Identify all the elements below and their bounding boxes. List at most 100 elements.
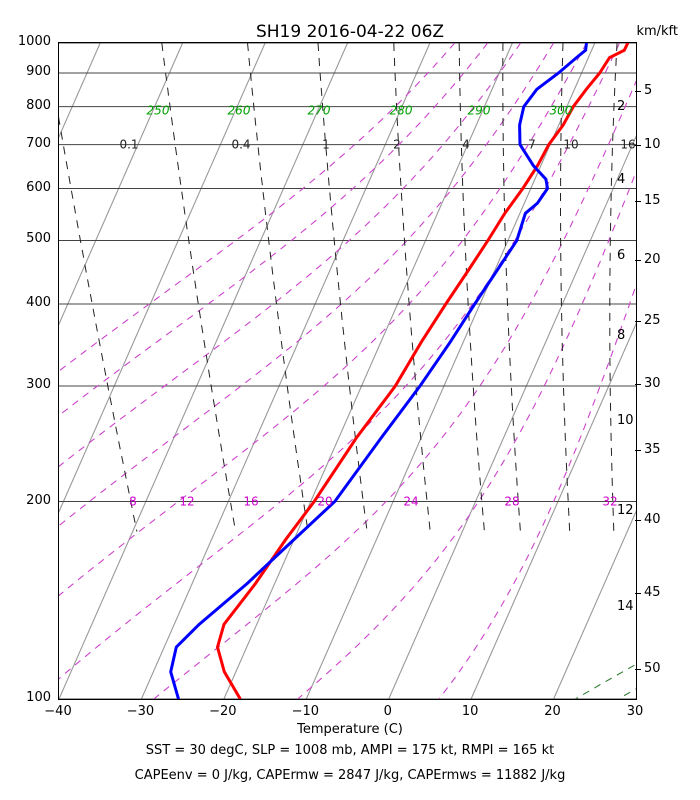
mixing-ratio-line	[502, 43, 521, 532]
mixing-ratio-line	[161, 43, 237, 532]
altitude-kft-tick-label: 30	[644, 376, 661, 392]
isotherm-line	[470, 322, 636, 699]
altitude-kft-tick-label: 35	[644, 442, 661, 458]
moist-adiabat-line	[59, 43, 456, 372]
altitude-kft-tick-label: 10	[644, 136, 661, 152]
theta-label: 250	[147, 104, 170, 118]
shear-label: 8	[129, 495, 137, 509]
isotherm-line	[305, 43, 596, 699]
moist-adiabat-line	[59, 43, 587, 597]
altitude-kft-tick-label: 5	[644, 82, 653, 98]
isotherm-line	[223, 43, 513, 699]
pressure-tick-label: 900	[26, 64, 51, 80]
theta-label: 270	[308, 104, 331, 118]
temperature-tick-label: 10	[461, 704, 479, 719]
pressure-tick-label: 400	[26, 295, 51, 311]
right-axis-unit-label: km/kft	[636, 24, 678, 39]
shear-label: 32	[602, 495, 617, 509]
moist-adiabat-line	[59, 43, 555, 527]
shear-label: 16	[243, 495, 258, 509]
temperature-tick-label: −40	[44, 704, 72, 719]
altitude-km-tick-label: 12	[617, 502, 634, 518]
mixing-ratio-label: 0.1	[119, 138, 138, 152]
temperature-tick-label: 20	[544, 704, 561, 719]
x-axis-label: Temperature (C)	[297, 722, 403, 737]
pressure-tick-label: 500	[26, 231, 51, 247]
moist-adiabat-line	[438, 283, 636, 699]
isotherm-line	[59, 43, 101, 139]
shear-label: 20	[317, 495, 332, 509]
theta-label: 260	[228, 104, 251, 118]
pressure-tick-label: 800	[26, 97, 51, 113]
footer-line-2: CAPEenv = 0 J/kg, CAPErmw = 2847 J/kg, C…	[134, 768, 566, 783]
mixing-ratio-line	[393, 43, 431, 532]
dewpoint-profile-line	[169, 43, 588, 699]
footer-line-1: SST = 30 degC, SLP = 1008 mb, AMPI = 175…	[145, 743, 555, 758]
altitude-kft-tick-label: 45	[644, 584, 661, 600]
temperature-tick-label: 30	[626, 704, 644, 719]
altitude-tick-mark	[635, 320, 641, 322]
altitude-tick-mark	[635, 669, 641, 671]
shear-label: 24	[403, 495, 418, 509]
pressure-tick-label: 1000	[17, 34, 51, 49]
mixing-ratio-line	[458, 43, 485, 532]
moist-adiabat-line	[59, 43, 522, 468]
altitude-kft-tick-label: 20	[644, 251, 661, 267]
altitude-kft-tick-label: 40	[644, 511, 661, 527]
altitude-kft-tick-label: 15	[644, 193, 661, 209]
altitude-kft-tick-label: 50	[644, 661, 661, 677]
pressure-tick-label: 300	[26, 377, 51, 392]
temperature-tick-label: −20	[209, 704, 237, 719]
isotherm-line	[59, 43, 349, 699]
theta-label: 280	[390, 104, 413, 118]
mixing-ratio-label: 7	[528, 138, 536, 152]
altitude-tick-mark	[635, 592, 641, 594]
temperature-profile-line	[215, 43, 630, 699]
mixing-ratio-label: 0.4	[231, 138, 250, 152]
altitude-tick-mark	[635, 201, 641, 203]
moist-adiabat-line	[153, 80, 636, 699]
altitude-tick-mark	[635, 519, 641, 521]
mixing-ratio-line	[247, 43, 309, 532]
altitude-tick-mark	[635, 90, 641, 92]
altitude-km-tick-label: 14	[617, 598, 634, 614]
mixing-ratio-label: 2	[393, 138, 401, 152]
temperature-tick-label: −30	[126, 704, 155, 719]
isotherm-line	[59, 43, 266, 514]
theta-label: 290	[468, 104, 491, 118]
shear-label: 12	[179, 495, 194, 509]
mixing-ratio-label: 4	[462, 138, 470, 152]
mixing-ratio-label: 1	[322, 138, 330, 152]
isotherm-line	[553, 510, 636, 699]
mixing-ratio-line	[609, 43, 618, 532]
altitude-tick-mark	[635, 450, 641, 452]
isotherm-line	[388, 135, 636, 699]
altitude-km-tick-label: 10	[617, 413, 634, 429]
pressure-tick-label: 600	[26, 179, 51, 195]
isotherm-line	[59, 43, 184, 326]
mixing-ratio-line	[59, 116, 138, 532]
mixing-ratio-label: 16	[620, 138, 635, 152]
temperature-tick-label: −10	[291, 704, 319, 719]
skewt-plot-area: 0.1 0.4 1 2 4 7 10 16 250 260 270 280 290 300 8 12 16 20 2…	[58, 42, 637, 700]
temperature-tick-label: 0	[383, 704, 392, 719]
altitude-km-tick-label: 4	[617, 171, 626, 187]
mixing-ratio-label: 10	[563, 138, 578, 152]
altitude-tick-mark	[635, 259, 641, 261]
altitude-kft-tick-label: 25	[644, 312, 661, 328]
moist-adiabat-line	[59, 43, 489, 417]
pressure-tick-label: 200	[26, 492, 51, 508]
moist-adiabat-line	[297, 170, 636, 699]
pressure-tick-label: 700	[26, 135, 51, 151]
page-title: SH19 2016-04-22 06Z	[255, 22, 445, 42]
altitude-km-tick-label: 6	[617, 248, 626, 263]
mixing-ratio-line	[317, 43, 368, 532]
altitude-km-tick-label: 8	[617, 328, 626, 344]
altitude-tick-mark	[635, 384, 641, 386]
altitude-tick-mark	[635, 144, 641, 146]
shear-label: 28	[504, 495, 519, 509]
pressure-tick-label: 100	[26, 690, 51, 705]
theta-label: 300	[550, 104, 573, 118]
